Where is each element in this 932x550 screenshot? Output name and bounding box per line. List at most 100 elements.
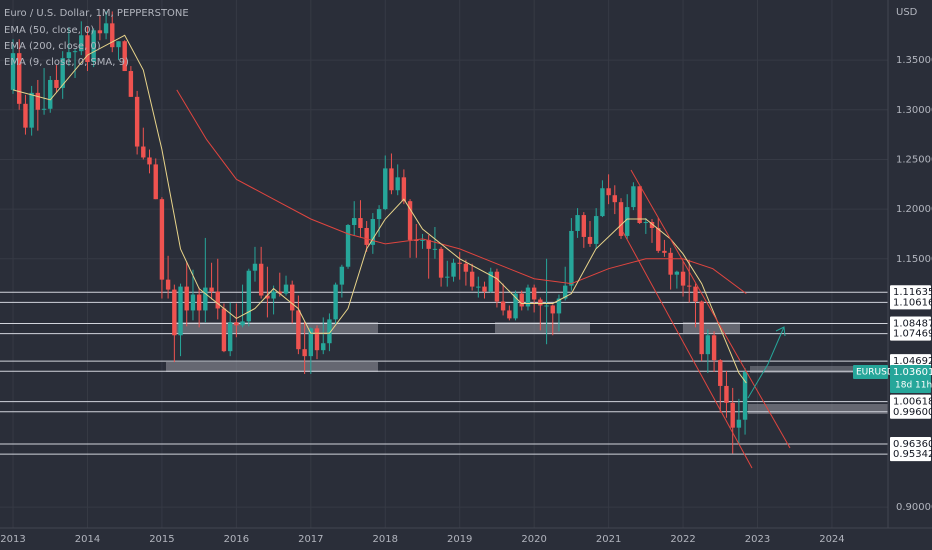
indicator-label: EMA (50, close, 0) xyxy=(4,25,94,36)
candle-body xyxy=(172,289,177,336)
countdown: 18d 11h xyxy=(895,381,932,391)
candle-body xyxy=(513,293,518,319)
candle-body xyxy=(66,52,72,59)
candle-body xyxy=(358,218,363,228)
zone xyxy=(750,366,888,373)
zone xyxy=(495,322,590,333)
candle-body xyxy=(79,35,84,52)
candle-body xyxy=(662,250,667,253)
candle-body xyxy=(165,279,171,290)
level-label: 1.08487 xyxy=(893,318,932,329)
candle-body xyxy=(643,222,649,224)
candle-body xyxy=(414,239,419,241)
candle-body xyxy=(674,271,680,275)
candle-body xyxy=(240,321,245,326)
candle-body xyxy=(438,248,444,278)
candle-body xyxy=(383,168,388,210)
candle-body xyxy=(457,262,462,264)
candle-body xyxy=(637,186,642,224)
candle-body xyxy=(141,146,146,158)
legend: Euro / U.S. Dollar, 1M, PEPPERSTONE EMA … xyxy=(4,8,189,68)
candle-body xyxy=(494,271,500,302)
x-tick-label: 2024 xyxy=(819,534,844,545)
level-label: 1.04692 xyxy=(893,356,932,367)
candle-body xyxy=(742,372,748,420)
candle-body xyxy=(376,209,382,220)
candle-body xyxy=(476,286,481,288)
candle-body xyxy=(327,319,332,344)
candle-body xyxy=(128,71,134,97)
candle-body xyxy=(575,215,580,231)
candle-body xyxy=(41,108,47,110)
candle-body xyxy=(587,236,593,244)
candle-body xyxy=(333,284,338,320)
candle-body xyxy=(265,295,270,299)
levels xyxy=(0,291,888,455)
chart-title: Euro / U.S. Dollar, 1M, PEPPERSTONE xyxy=(4,8,189,19)
candle-body xyxy=(29,92,34,128)
candle-body xyxy=(600,188,605,217)
candle-body xyxy=(91,30,96,63)
candle-body xyxy=(258,263,264,296)
candle-body xyxy=(606,188,611,196)
candle-body xyxy=(693,286,698,302)
candle-body xyxy=(364,227,369,245)
candle-body xyxy=(203,287,208,311)
candle-body xyxy=(17,53,22,104)
zone xyxy=(748,404,888,414)
candle-body xyxy=(507,310,512,319)
candle-body xyxy=(724,385,729,403)
candle-body xyxy=(482,286,487,292)
level-label-box xyxy=(890,326,931,341)
candle-body xyxy=(420,239,425,241)
candle-body xyxy=(209,287,214,292)
candle-body xyxy=(519,293,524,307)
candle-body xyxy=(649,222,655,228)
candle-body xyxy=(290,284,295,311)
level-label: 1.11635 xyxy=(893,287,932,298)
candle-body xyxy=(407,201,413,240)
candle-body xyxy=(699,301,704,355)
zone xyxy=(166,362,378,372)
y-tick-label: 1.20000 xyxy=(896,204,932,215)
candle-body xyxy=(314,328,320,351)
candle-body xyxy=(550,305,555,314)
level-label-box xyxy=(890,295,931,310)
candle-body xyxy=(283,284,289,294)
candle-body xyxy=(687,285,692,287)
candle-body xyxy=(246,270,252,322)
last-price-box xyxy=(890,365,931,394)
candle-body xyxy=(184,286,189,311)
candle-body xyxy=(234,322,239,326)
candle-body xyxy=(97,30,103,34)
symbol-label: EURUSD xyxy=(856,368,894,378)
candle-body xyxy=(339,266,345,285)
candle-body xyxy=(593,216,599,244)
candle-body xyxy=(705,335,711,355)
candle-body xyxy=(72,51,78,53)
candle-body xyxy=(122,41,127,72)
candle-body xyxy=(562,285,568,299)
candle-body xyxy=(581,215,587,237)
indicator-label: EMA (200, close, 0) xyxy=(4,41,101,52)
candle-body xyxy=(321,343,326,351)
candle-body xyxy=(54,79,59,88)
x-tick-label: 2019 xyxy=(447,534,472,545)
candle-body xyxy=(85,35,90,63)
candle-body xyxy=(631,186,636,208)
candle-body xyxy=(190,294,196,311)
candle-body xyxy=(296,310,301,350)
level-label: 1.00618 xyxy=(893,397,932,408)
ema-line xyxy=(176,89,747,295)
candle-body xyxy=(134,96,140,147)
candle-body xyxy=(215,291,220,309)
candle-body xyxy=(23,103,28,128)
candle-body xyxy=(445,276,450,278)
last-price: 1.03601 xyxy=(893,367,932,378)
candle-body xyxy=(544,305,549,307)
candle-body xyxy=(227,322,233,352)
zone xyxy=(176,322,378,333)
candle-body xyxy=(612,195,617,203)
